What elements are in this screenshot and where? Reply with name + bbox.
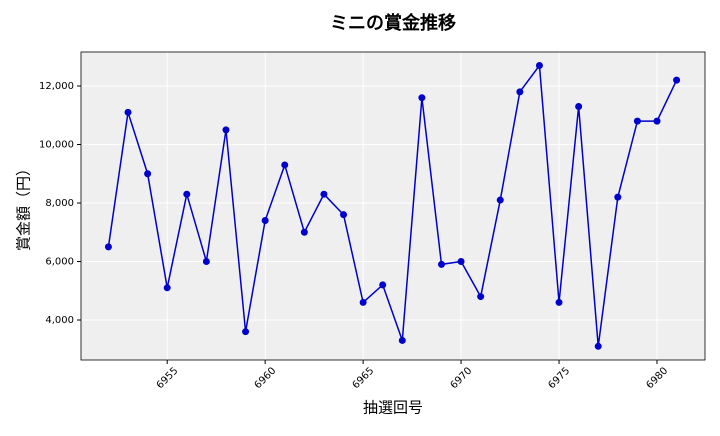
chart-title: ミニの賞金推移 bbox=[330, 12, 456, 34]
point bbox=[300, 228, 308, 236]
x-tick-label: 6960 bbox=[253, 365, 279, 391]
y-tick-label: 4,000 bbox=[45, 315, 74, 326]
point bbox=[418, 94, 426, 102]
point bbox=[379, 281, 387, 289]
point bbox=[594, 342, 602, 350]
point bbox=[457, 257, 465, 265]
point bbox=[575, 102, 583, 110]
point bbox=[477, 293, 485, 301]
point bbox=[496, 196, 504, 204]
point bbox=[633, 117, 641, 125]
point bbox=[261, 217, 269, 225]
point bbox=[202, 257, 210, 265]
point bbox=[398, 336, 406, 344]
x-tick-label: 6970 bbox=[449, 365, 475, 391]
point bbox=[555, 298, 563, 306]
point bbox=[340, 211, 348, 219]
point bbox=[124, 108, 132, 116]
x-tick-label: 6955 bbox=[155, 365, 181, 391]
y-tick-label: 10,000 bbox=[39, 139, 74, 150]
point bbox=[222, 126, 230, 134]
y-tick-label: 12,000 bbox=[39, 81, 74, 92]
point bbox=[673, 76, 681, 84]
point bbox=[516, 88, 524, 96]
x-tick-label: 6980 bbox=[644, 365, 670, 391]
point bbox=[437, 260, 445, 268]
point bbox=[320, 190, 328, 198]
point bbox=[535, 62, 543, 70]
point bbox=[104, 243, 112, 251]
y-axis-label: 賞金額（円） bbox=[15, 161, 33, 251]
x-tick-label: 6975 bbox=[547, 365, 573, 391]
point bbox=[653, 117, 661, 125]
point bbox=[183, 190, 191, 198]
x-axis-label: 抽選回号 bbox=[363, 399, 423, 417]
y-tick-label: 6,000 bbox=[45, 256, 74, 267]
point bbox=[614, 193, 622, 201]
line bbox=[107, 63, 678, 347]
point bbox=[359, 298, 367, 306]
point bbox=[242, 328, 250, 336]
x-tick-label: 6965 bbox=[351, 365, 377, 391]
point bbox=[163, 284, 171, 292]
plot-frame bbox=[80, 51, 706, 361]
y-tick-label: 8,000 bbox=[45, 198, 74, 209]
point bbox=[281, 161, 289, 169]
point bbox=[144, 170, 152, 178]
